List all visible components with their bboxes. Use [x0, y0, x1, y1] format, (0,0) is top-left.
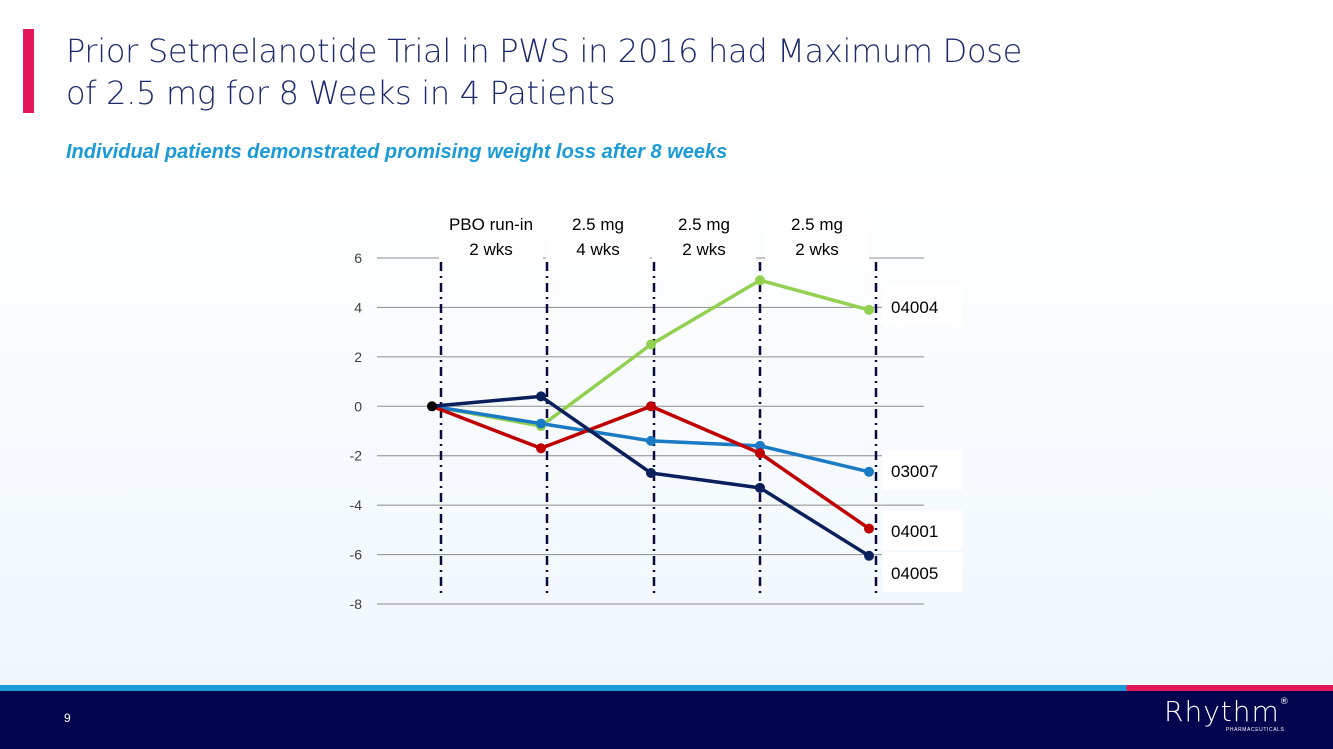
data-point-04004	[864, 304, 874, 315]
data-point-origin	[427, 401, 437, 412]
period-label-line-2: 2 wks	[795, 240, 838, 259]
page-subtitle: Individual patients demonstrated promisi…	[66, 141, 728, 163]
y-tick-label: -2	[350, 448, 363, 464]
data-point-03007	[864, 466, 874, 477]
data-point-04005	[646, 468, 656, 479]
period-label-line-1: 2.5 mg	[791, 215, 843, 234]
rhythm-logo: Rhythm® PHARMACEUTICALS	[1164, 695, 1289, 734]
data-point-04005	[536, 391, 546, 402]
period-label-line-2: 2 wks	[682, 240, 725, 259]
y-tick-label: -4	[350, 497, 363, 513]
data-point-04005	[755, 482, 765, 493]
y-tick-label: 6	[354, 250, 362, 266]
data-point-04004	[646, 339, 656, 350]
page-title: Prior Setmelanotide Trial in PWS in 2016…	[66, 30, 1216, 114]
y-tick-label: 4	[354, 299, 362, 315]
series-label-04004: 04004	[891, 298, 938, 317]
logo-subtitle: PHARMACEUTICALS	[1226, 727, 1285, 733]
data-point-04001	[864, 523, 874, 534]
page-number: 9	[64, 711, 71, 725]
series-label-03007: 03007	[891, 462, 938, 481]
data-point-03007	[536, 418, 546, 429]
logo-wordmark: Rhythm	[1164, 695, 1280, 728]
period-label-box	[546, 203, 650, 265]
data-point-03007	[755, 440, 765, 451]
logo-registered-mark: ®	[1279, 697, 1289, 707]
period-label-box	[439, 203, 543, 265]
series-label-box	[882, 450, 962, 490]
series-label-box	[882, 286, 962, 326]
footer: 9 Rhythm® PHARMACEUTICALS	[0, 691, 1333, 749]
series-line-04001	[431, 404, 870, 531]
period-label-line-1: PBO run-in	[449, 215, 533, 234]
y-tick-label: 2	[354, 349, 362, 365]
data-point-04001	[536, 443, 546, 454]
data-point-04005	[864, 550, 874, 561]
data-point-03007	[646, 435, 656, 446]
series-label-box	[882, 510, 962, 550]
series-label-04005: 04005	[891, 564, 938, 583]
y-tick-label: -6	[350, 547, 363, 563]
data-point-04001	[646, 401, 656, 412]
series-label-box	[882, 552, 962, 592]
footer-stripe	[0, 685, 1333, 691]
period-label-line-1: 2.5 mg	[678, 215, 730, 234]
title-accent-bar	[23, 29, 34, 113]
period-label-line-2: 2 wks	[469, 240, 512, 259]
y-tick-label: 0	[354, 398, 362, 414]
period-label-line-1: 2.5 mg	[572, 215, 624, 234]
y-tick-label: -8	[350, 596, 363, 612]
data-point-04001	[755, 448, 765, 459]
period-label-line-2: 4 wks	[576, 240, 619, 259]
page-title-line-1: Prior Setmelanotide Trial in PWS in 2016…	[66, 32, 1023, 70]
period-label-box	[652, 203, 756, 265]
period-label-box	[765, 203, 869, 265]
data-point-04004	[755, 275, 765, 286]
series-label-04001: 04001	[891, 522, 938, 541]
page-title-line-2: of 2.5 mg for 8 Weeks in 4 Patients	[66, 74, 616, 112]
